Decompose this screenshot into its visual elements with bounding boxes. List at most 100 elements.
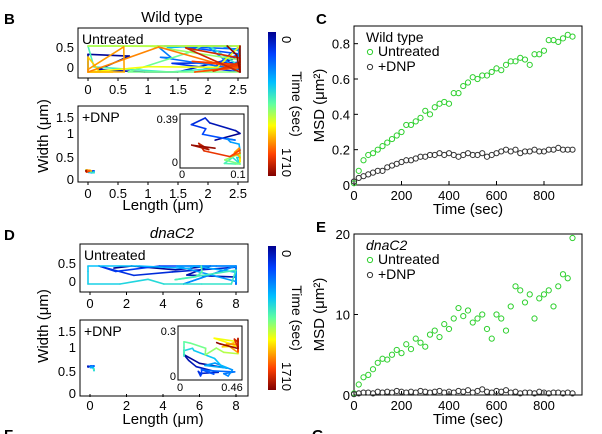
- panel-d-top-ytick: 0: [69, 274, 76, 289]
- panel-d-inset-segment: [215, 347, 225, 354]
- panel-b: B Wild type Untreated 0.5 0 0 0.5 1 1.5 2 2.5…: [4, 9, 305, 214]
- panel-b-bottom-xtick: 2.5: [229, 186, 247, 201]
- panel-b-top-segment: [93, 66, 171, 73]
- panel-b-inset-segment: [190, 123, 207, 130]
- panel-e-point-untreated: [388, 351, 396, 358]
- panel-b-top-xtick: 0: [84, 82, 91, 97]
- panel-d-colorbar: [268, 246, 276, 390]
- panel-b-top-xtick: 1: [144, 82, 151, 97]
- panel-b-inset-segment: [190, 144, 216, 150]
- panel-c-point-untreated: [483, 72, 491, 79]
- panel-b-bottom-ytick: 1: [67, 126, 74, 141]
- panel-b-top-ytick: 0: [67, 60, 74, 75]
- panel-d: D dnaC2 Untreated 0.5 0 0 2 4 6 8 +DNP 1.5 1…: [4, 225, 305, 428]
- panel-e-xtick: 400: [438, 398, 460, 413]
- panel-d-colorbar-bottom: 1710: [279, 362, 294, 391]
- panel-b-bottom-label: +DNP: [82, 109, 120, 125]
- panel-e-point-untreated: [431, 327, 438, 334]
- panel-c-point-untreated: [512, 58, 519, 65]
- panel-c-point-untreated: [445, 100, 453, 107]
- panel-d-bottom-xtick: 6: [196, 398, 203, 413]
- panel-d-bottom-xtick: 0: [86, 398, 93, 413]
- panel-b-inset-segment: [226, 137, 232, 143]
- panel-d-inset-segment: [204, 364, 229, 369]
- panel-b-top-ytick: 0.5: [56, 40, 74, 55]
- panel-e-legend-marker: [366, 271, 374, 279]
- panel-e-point-untreated: [464, 307, 472, 314]
- panel-b-bottom-ytick: 0: [67, 172, 74, 187]
- panel-b-inset-segment: [201, 127, 207, 136]
- panel-d-top-xtick: 2: [123, 296, 130, 311]
- panel-e-point-untreated: [517, 287, 524, 294]
- panel-c-ytick: 0.4: [332, 107, 350, 122]
- panel-b-title: Wild type: [141, 9, 203, 26]
- panel-e-point-untreated: [417, 339, 424, 346]
- panel-b-top-segment: [147, 65, 219, 69]
- panel-c-point-untreated: [355, 167, 362, 174]
- panel-d-colorbar-label: Time (sec): [289, 285, 305, 351]
- panel-b-top-trajectory: [87, 45, 241, 73]
- panel-d-inset-segment: [200, 368, 210, 372]
- panel-b-top-segment: [226, 45, 238, 56]
- panel-d-ylabel: Width (μm): [35, 289, 52, 363]
- panel-b-colorbar: [268, 32, 276, 176]
- panel-c-point-untreated: [379, 143, 386, 150]
- panel-b-bottom-ytick: 1.5: [56, 110, 74, 125]
- panel-e-point-dnp: [569, 390, 576, 397]
- panel-d-inset-segment: [219, 343, 239, 350]
- panel-e-point-untreated: [441, 321, 448, 328]
- panel-e-point-untreated: [521, 299, 529, 306]
- panel-d-top-segment: [194, 271, 203, 278]
- panel-e-point-untreated: [536, 295, 543, 302]
- panel-d-inset-segment: [219, 364, 229, 369]
- panel-d-top-segment: [98, 265, 117, 273]
- panel-d-inset-segment: [193, 349, 216, 360]
- panel-c-point-untreated: [498, 67, 505, 74]
- panel-e-point-untreated: [403, 341, 410, 348]
- panel-c-chart: C 0 200 400 600 800 0 0.2 0.4 0.6 0.8 Time (sec) MSD…: [311, 11, 583, 218]
- panel-c-point-untreated: [374, 146, 381, 153]
- panel-d-inset-segment: [215, 341, 221, 345]
- panel-c-point-untreated: [521, 56, 529, 63]
- panel-e-point-untreated: [360, 374, 367, 381]
- panel-e-legend-marker: [366, 256, 374, 264]
- panel-b-bottom-xtick: 0: [84, 186, 91, 201]
- panel-b-colorbar-label: Time (sec): [289, 71, 305, 137]
- panel-c-point-dnp: [569, 146, 576, 153]
- panel-b-inset-segment: [229, 149, 241, 158]
- panel-d-top-segment: [119, 278, 149, 285]
- panel-e-point-dnp: [479, 386, 486, 393]
- panel-b-inset-segment: [190, 117, 207, 126]
- panel-c-point-untreated: [426, 111, 434, 118]
- panel-d-top-segment: [147, 278, 165, 285]
- panel-c-point-untreated: [422, 107, 429, 114]
- panel-e-chart: E 0 200 400 600 800 0 10 20 Time (sec) MSD (μm²) dn…: [311, 219, 583, 428]
- panel-d-bottom-ytick: 0.5: [58, 364, 76, 379]
- panel-b-inset-segment: [223, 159, 241, 165]
- panel-d-inset-segment: [183, 347, 194, 352]
- panel-b-inset-segment: [208, 122, 237, 132]
- panel-e-point-untreated: [483, 325, 491, 333]
- panel-c-point-untreated: [407, 121, 415, 129]
- panel-b-top-segment: [208, 45, 241, 68]
- panel-b-bottom-xtick: 1.5: [169, 186, 187, 201]
- panel-e-point-untreated: [426, 331, 434, 338]
- panel-b-inset-segment: [201, 133, 228, 140]
- panel-e-legend-label: +DNP: [378, 266, 416, 282]
- panel-e-point-untreated: [564, 275, 571, 282]
- panel-c-legend-label: +DNP: [378, 58, 416, 74]
- panel-b-colorbar-top: 0: [279, 36, 294, 43]
- panel-e-legend-title: dnaC2: [366, 237, 407, 253]
- panel-e-point-untreated: [355, 381, 362, 388]
- panel-c-point-untreated: [555, 38, 562, 46]
- panel-c-point-untreated: [488, 68, 495, 76]
- panel-e-point-untreated: [384, 356, 391, 363]
- panel-b-bottom-axes: [77, 105, 249, 183]
- panel-d-bottom-xtick: 4: [159, 398, 166, 413]
- panel-e-point-dnp: [464, 387, 472, 394]
- panel-e-point-untreated: [445, 325, 453, 333]
- panel-e-ytick: 20: [336, 227, 350, 242]
- panel-b-ylabel: Width (μm): [35, 99, 52, 173]
- panel-d-top-segment: [230, 269, 237, 285]
